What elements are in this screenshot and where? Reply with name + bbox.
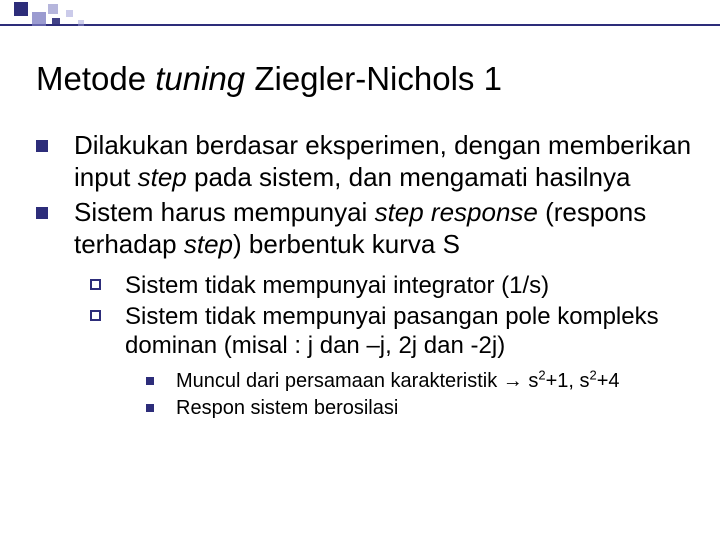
title-part1: Metode (36, 60, 155, 97)
title-part2: Ziegler-Nichols 1 (245, 60, 502, 97)
slide-title: Metode tuning Ziegler-Nichols 1 (36, 60, 502, 98)
deco-square-icon (66, 10, 73, 17)
header-line (0, 24, 720, 26)
bullet-level3: Muncul dari persamaan karakteristik → s2… (146, 369, 696, 394)
deco-square-icon (14, 2, 28, 16)
deco-square-icon (52, 18, 60, 26)
header-decoration (0, 0, 720, 32)
bullet-text: Respon sistem berosilasi (176, 396, 398, 421)
bullet-level2: Sistem tidak mempunyai pasangan pole kom… (90, 302, 696, 361)
hollow-square-bullet-icon (90, 279, 101, 290)
bullet-level3: Respon sistem berosilasi (146, 396, 696, 421)
bullet-text: Dilakukan berdasar eksperimen, dengan me… (74, 130, 696, 193)
deco-square-icon (48, 4, 58, 14)
deco-square-icon (32, 12, 46, 26)
small-square-bullet-icon (146, 404, 154, 412)
square-bullet-icon (36, 207, 48, 219)
content-area: Dilakukan berdasar eksperimen, dengan me… (36, 130, 696, 423)
bullet-text: Muncul dari persamaan karakteristik → s2… (176, 369, 620, 394)
title-italic: tuning (155, 60, 245, 97)
small-square-bullet-icon (146, 377, 154, 385)
bullet-level1: Sistem harus mempunyai step response (re… (36, 197, 696, 260)
bullet-level1: Dilakukan berdasar eksperimen, dengan me… (36, 130, 696, 193)
square-bullet-icon (36, 140, 48, 152)
hollow-square-bullet-icon (90, 310, 101, 321)
bullet-text: Sistem harus mempunyai step response (re… (74, 197, 696, 260)
bullet-level2: Sistem tidak mempunyai integrator (1/s) (90, 271, 696, 300)
level3-group: Muncul dari persamaan karakteristik → s2… (146, 369, 696, 421)
level2-group: Sistem tidak mempunyai integrator (1/s) … (90, 271, 696, 421)
bullet-text: Sistem tidak mempunyai integrator (1/s) (125, 271, 549, 300)
deco-square-icon (78, 20, 84, 26)
bullet-text: Sistem tidak mempunyai pasangan pole kom… (125, 302, 696, 361)
